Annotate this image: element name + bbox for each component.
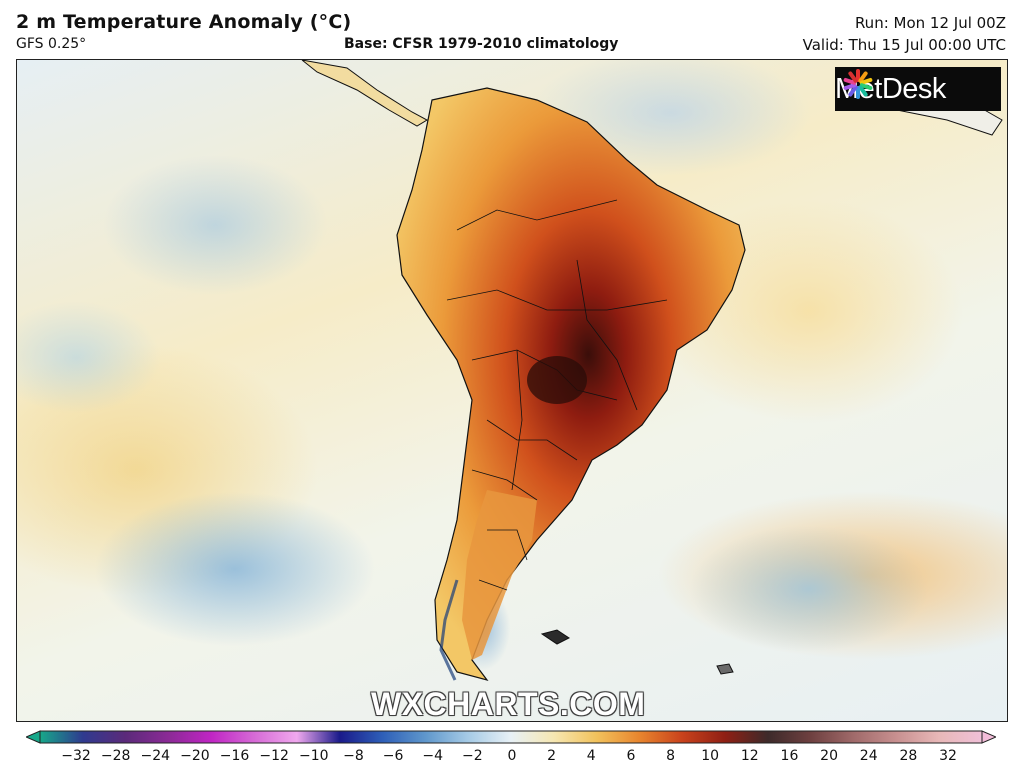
colorbar-tick-label: 12 — [740, 748, 759, 764]
colorbar-tick-label: −20 — [180, 748, 210, 764]
colorbar-tick-label: −12 — [259, 748, 289, 764]
colorbar-tick-label: 10 — [701, 748, 720, 764]
colorbar-tick-label: 20 — [820, 748, 838, 764]
colorbar: −32 −28 −24 −20 −16 −12 −10 −8 −6 −4 −2 0 2 4 6 8 10 12 16… — [26, 728, 996, 784]
metdesk-logo: MetDesk — [835, 67, 1001, 111]
colorbar-max-arrow — [981, 730, 996, 744]
temperature-anomaly-map: MetDesk WXCHARTS.COM — [16, 59, 1008, 722]
colorbar-tick-label: −10 — [299, 748, 329, 764]
colorbar-min-arrow — [26, 730, 41, 744]
colorbar-tick-label: −32 — [61, 748, 91, 764]
colorbar-tick-label: −28 — [100, 748, 131, 764]
colorbar-tick-label: −6 — [382, 748, 404, 764]
valid-time-label: Valid: Thu 15 Jul 00:00 UTC — [802, 36, 1006, 54]
colorbar-tick-label: 8 — [666, 748, 675, 764]
colorbar-tick-label: 16 — [780, 748, 799, 764]
colorbar-tick-label: 6 — [626, 748, 636, 764]
metdesk-flower-icon — [843, 69, 873, 99]
colorbar-tick-label: 2 — [547, 748, 557, 764]
colorbar-tick-label: −16 — [219, 748, 250, 764]
colorbar-tick-label: −8 — [343, 748, 364, 764]
climatology-base-label: Base: CFSR 1979-2010 climatology — [344, 36, 619, 52]
chart-title: 2 m Temperature Anomaly (°C) — [16, 11, 352, 33]
colorbar-gradient — [26, 730, 996, 744]
colorbar-tick-label: 4 — [586, 748, 596, 764]
wxcharts-watermark: WXCHARTS.COM — [371, 686, 646, 722]
colorbar-tick-label: 28 — [899, 748, 918, 764]
run-time-label: Run: Mon 12 Jul 00Z — [854, 14, 1006, 32]
colorbar-tick-label: −4 — [422, 748, 444, 764]
colorbar-tick-label: −24 — [140, 748, 171, 764]
south-america-landmass — [301, 60, 1003, 682]
model-label: GFS 0.25° — [16, 36, 87, 52]
colorbar-ticks: −32 −28 −24 −20 −16 −12 −10 −8 −6 −4 −2 0 2 4 6 8 10 12 16… — [26, 748, 996, 770]
colorbar-bar — [39, 730, 983, 744]
colorbar-tick-label: 0 — [507, 748, 517, 764]
colorbar-tick-label: 32 — [939, 748, 957, 764]
colorbar-tick-label: −2 — [462, 748, 483, 764]
colorbar-tick-label: 24 — [859, 748, 878, 764]
